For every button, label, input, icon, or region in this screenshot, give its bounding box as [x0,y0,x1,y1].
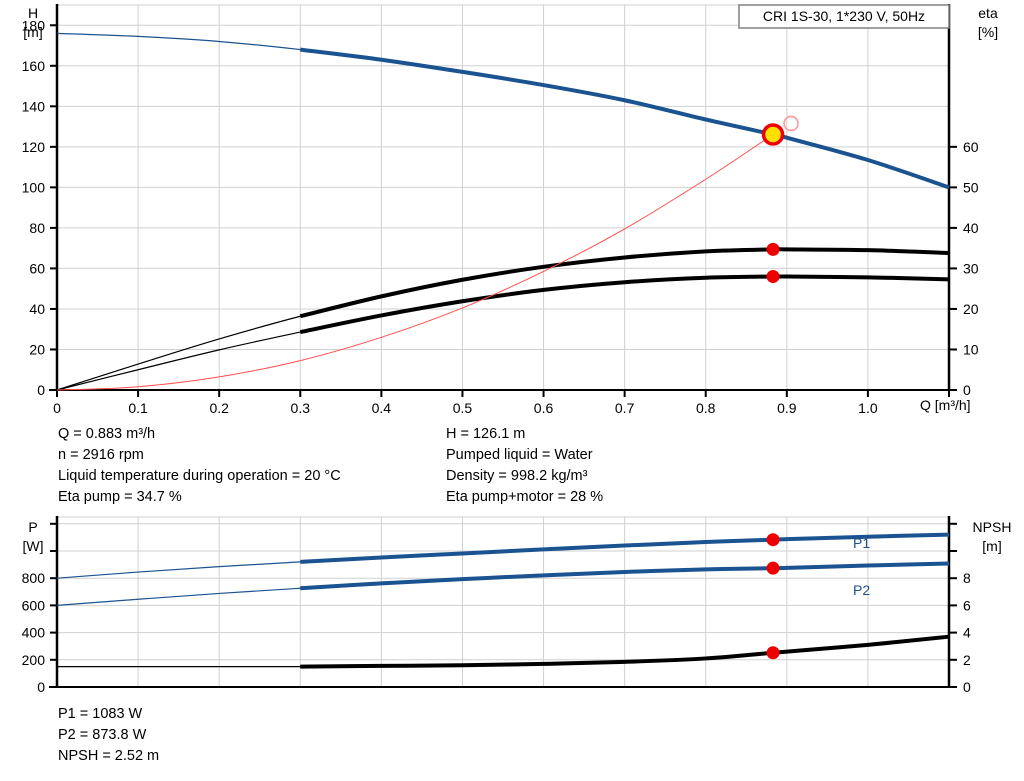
curve-thin [56,32,950,188]
p2-curve-label: P2 [853,582,870,598]
top-info-left-column: Q = 0.883 m³/h n = 2916 rpm Liquid tempe… [58,424,341,508]
top-y-right-tick: 0 [963,382,971,398]
top-y-left-axis-title-line2: [m] [23,24,42,40]
model-title-box: CRI 1S-30, 1*230 V, 50Hz [738,4,950,29]
top-x-tick: 0 [53,400,61,416]
eta-pump-motor-marker [766,270,780,284]
info-density: Density = 998.2 kg/m³ [446,468,588,484]
top-y-left-tick: 140 [22,98,46,114]
p1-marker [766,533,780,547]
top-chart-tick-labels: 0 20 40 60 80 100 120 140 160 180 0 10 20 30 40 50 60 0 0.… [22,17,979,416]
duty-point-marker[interactable] [761,123,785,146]
top-y-left-tick: 180 [22,17,46,33]
head-eta-svg: 0 20 40 60 80 100 120 140 160 180 0 10 20 30 40 50 60 0 0.… [22,4,998,416]
bottom-y-left-axis-title-line2: [W] [23,538,44,554]
top-y-right-tick: 40 [963,220,979,236]
bottom-y-right-axis-title-line2: [m] [982,538,1001,554]
curve-thick [300,532,950,564]
bottom-y-left-tick: 200 [22,652,46,668]
info-liquid-temperature: Liquid temperature during operation = 20… [58,468,341,484]
bottom-y-right-tick: 4 [963,625,971,641]
top-x-axis-title: Q [m³/h] [920,397,971,413]
top-y-left-tick: 0 [37,382,45,398]
top-x-tick: 0.1 [128,400,148,416]
top-x-tick: 0.4 [372,400,392,416]
curve-thick [299,274,950,335]
top-y-left-axis-title-line1: H [28,5,38,21]
bottom-y-right-tick: 6 [963,597,971,613]
head-eta-chart: 0 20 40 60 80 100 120 140 160 180 0 10 20 30 40 50 60 0 0.… [22,4,998,416]
top-y-left-tick: 120 [22,139,46,155]
top-info-right-column: H = 126.1 m Pumped liquid = Water Densit… [446,424,603,508]
top-chart-axes [49,4,957,397]
info-pumped-liquid: Pumped liquid = Water [446,447,593,463]
top-x-tick: 0.3 [291,400,311,416]
top-x-tick: 0.2 [209,400,229,416]
bottom-y-right-tick: 0 [963,679,971,695]
bottom-y-left-tick: 800 [22,570,46,586]
power-npsh-svg: 0 200 400 600 800 0 2 4 6 8 P [W] NPSH [m] P1 P2 [22,516,1012,695]
bottom-y-right-tick: 2 [963,652,971,668]
curve-thick [300,634,950,669]
info-eta-pump-motor: Eta pump+motor = 28 % [446,489,604,505]
top-y-right-tick: 50 [963,179,979,195]
system-curve [56,134,774,391]
top-x-tick: 0.6 [534,400,554,416]
info-eta-pump: Eta pump = 34.7 % [58,489,182,505]
eta-pump-marker [766,242,780,256]
info-npsh: NPSH = 2.52 m [58,748,160,764]
info-head: H = 126.1 m [446,426,526,442]
bottom-info-column: P1 = 1083 W P2 = 873.8 W NPSH = 2.52 m [58,704,159,767]
bottom-chart-tick-labels: 0 200 400 600 800 0 2 4 6 8 [22,570,971,695]
secondary-point-marker [783,115,799,132]
top-y-left-tick: 40 [29,301,45,317]
bottom-y-right-axis-title-line1: NPSH [973,519,1012,535]
top-y-right-tick: 60 [963,139,979,155]
top-x-tick: 0.9 [777,400,797,416]
top-y-left-tick: 160 [22,58,46,74]
bottom-y-left-tick: 600 [22,597,46,613]
top-y-left-tick: 100 [22,179,46,195]
top-y-right-axis-title-line1: eta [978,5,998,21]
curve-thin [57,636,950,668]
p2-marker [766,561,780,575]
bottom-chart-axes [49,516,957,688]
top-x-tick: 0.5 [453,400,473,416]
info-p2: P2 = 873.8 W [58,727,147,743]
npsh-marker [766,646,780,660]
curve-thick [300,47,950,190]
bottom-chart-gridlines [56,516,950,688]
bottom-y-left-axis-title-line1: P [28,519,37,535]
bottom-y-left-tick: 0 [37,679,45,695]
top-y-left-tick: 60 [29,260,45,276]
top-x-tick: 0.8 [696,400,716,416]
info-flow: Q = 0.883 m³/h [58,426,156,442]
model-title-text: CRI 1S-30, 1*230 V, 50Hz [763,8,925,24]
top-y-right-tick: 10 [963,341,979,357]
info-p1: P1 = 1083 W [58,706,143,722]
curve-thin [56,248,950,391]
bottom-y-right-tick: 8 [963,570,971,586]
top-y-right-axis-title-line2: [%] [978,24,998,40]
top-y-left-tick: 80 [29,220,45,236]
top-y-right-tick: 30 [963,260,979,276]
bottom-chart-curves [56,532,950,669]
info-speed: n = 2916 rpm [58,447,144,463]
power-npsh-chart: 0 200 400 600 800 0 2 4 6 8 P [W] NPSH [m] P1 P2 [0,512,1024,697]
top-y-right-tick: 20 [963,301,979,317]
top-y-left-tick: 20 [29,341,45,357]
curve-thin [56,562,950,606]
curve-thin [56,534,950,579]
top-x-tick: 0.7 [615,400,635,416]
top-x-tick: 1.0 [858,400,878,416]
curve-thick [299,247,950,319]
bottom-y-left-tick: 400 [22,625,46,641]
top-chart-curves [56,32,950,391]
top-chart-gridlines [56,4,950,391]
curve-thick [300,561,950,591]
p1-curve-label: P1 [853,535,870,551]
